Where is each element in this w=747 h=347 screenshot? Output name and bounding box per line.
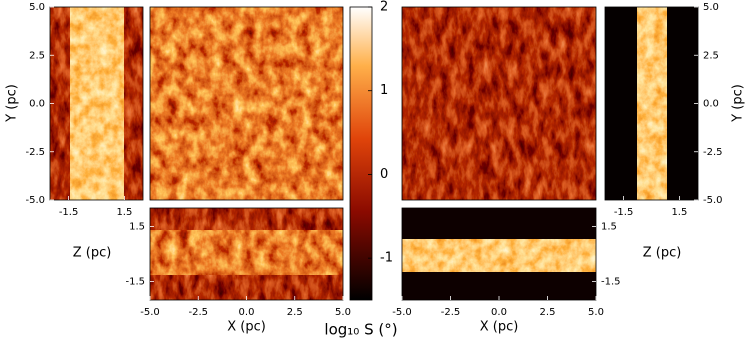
x-tick-label: 0.0 [239, 307, 255, 318]
y-tick-label: -5.0 [703, 195, 723, 206]
panel-frame [401, 6, 597, 201]
colorbar-label: log₁₀ S (°) [324, 321, 397, 339]
colorbar-tick-label: 0 [380, 167, 388, 182]
x-tick-label: -5.0 [392, 307, 412, 318]
filament-band [150, 230, 343, 275]
colorbar-tick-label: 1 [380, 83, 388, 98]
y-axis-label: Y (pc) [5, 84, 20, 123]
y-tick-label: 2.5 [29, 50, 45, 61]
panel-frame [149, 6, 344, 201]
y-tick-label: 1.5 [601, 221, 617, 232]
y-tick-label: -1.5 [601, 277, 621, 288]
y-tick-label: 2.5 [703, 50, 719, 61]
x-tick-label: 2.5 [287, 307, 303, 318]
colorbar-tick-label: 2 [380, 0, 388, 15]
x-tick-label: 2.5 [540, 307, 556, 318]
x-tick-label: -2.5 [441, 307, 461, 318]
x-axis-label: X (pc) [227, 320, 266, 335]
x-tick-label: 5.0 [335, 307, 351, 318]
filament-band [70, 7, 124, 200]
x-tick-label: -2.5 [188, 307, 208, 318]
colorbar-tick-label: -1 [380, 251, 393, 266]
y-tick-label: -1.5 [125, 277, 145, 288]
x-tick-label: 5.0 [588, 307, 604, 318]
y-tick-label: -2.5 [703, 147, 723, 158]
y-tick-label: -5.0 [25, 195, 45, 206]
y-tick-label: 5.0 [29, 2, 45, 13]
y-axis-label: Y (pc) [731, 84, 746, 123]
y-tick-label: 0.0 [703, 99, 719, 110]
colorbar [349, 6, 373, 301]
y-axis-label: Z (pc) [643, 246, 682, 261]
y-tick-label: 0.0 [29, 99, 45, 110]
y-tick-label: -2.5 [25, 147, 45, 158]
x-axis-label: X (pc) [480, 320, 519, 335]
filament-band [402, 239, 596, 272]
x-tick-label: 1.5 [116, 207, 132, 218]
x-tick-label: 1.5 [671, 207, 687, 218]
x-tick-label: -5.0 [140, 307, 160, 318]
filament-band [637, 7, 667, 200]
y-tick-label: 1.5 [129, 221, 145, 232]
panel-image [150, 7, 343, 200]
y-axis-label: Z (pc) [73, 246, 112, 261]
x-tick-label: -1.5 [59, 207, 79, 218]
panel-image [402, 7, 596, 200]
y-tick-label: 5.0 [703, 2, 719, 13]
x-tick-label: 0.0 [491, 307, 507, 318]
x-tick-label: -1.5 [614, 207, 634, 218]
